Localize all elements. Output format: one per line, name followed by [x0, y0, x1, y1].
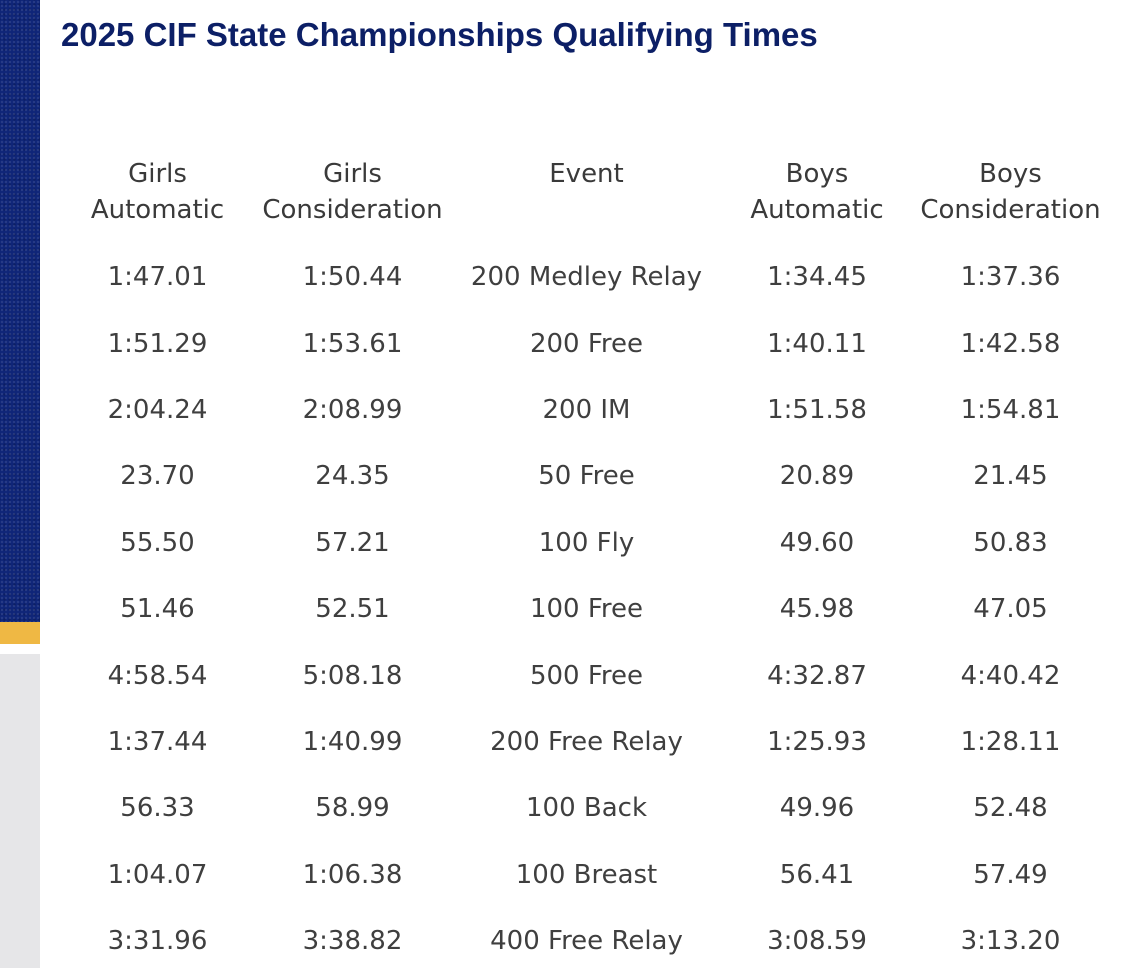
cell-girls-automatic: 3:31.96: [107, 926, 208, 957]
header-line: Automatic: [750, 195, 884, 225]
page-title: 2025 CIF State Championships Qualifying …: [61, 16, 818, 53]
table-row: 51.46 52.51 100 Free 45.98 47.05: [60, 576, 1110, 642]
table-row: 1:37.44 1:40.99 200 Free Relay 1:25.93 1…: [60, 709, 1110, 775]
cell-girls-consideration: 58.99: [315, 793, 390, 824]
cell-boys-automatic: 3:08.59: [767, 926, 867, 957]
header-line: Girls: [323, 159, 382, 189]
cell-boys-consideration: 50.83: [973, 527, 1048, 558]
cell-girls-automatic: 55.50: [120, 527, 195, 558]
cell-girls-consideration: 1:53.61: [302, 328, 403, 359]
band-gold-stripe: [0, 622, 40, 644]
cell-boys-consideration: 57.49: [973, 859, 1048, 890]
cell-event: 500 Free: [529, 660, 644, 691]
cell-girls-automatic: 2:04.24: [107, 394, 208, 425]
cell-event: 200 Free Relay: [490, 726, 683, 757]
header-line: Girls: [128, 159, 187, 189]
table-row: 2:04.24 2:08.99 200 IM 1:51.58 1:54.81: [60, 377, 1110, 443]
header-line: Consideration: [920, 195, 1101, 225]
cell-girls-automatic: 1:04.07: [107, 859, 208, 890]
cell-girls-consideration: 24.35: [315, 461, 390, 492]
table-row: 56.33 58.99 100 Back 49.96 52.48: [60, 775, 1110, 841]
cell-girls-consideration: 2:08.99: [302, 394, 403, 425]
cell-girls-automatic: 23.70: [120, 461, 195, 492]
table-row: 1:04.07 1:06.38 100 Breast 56.41 57.49: [60, 842, 1110, 908]
cell-boys-automatic: 20.89: [779, 461, 855, 492]
table-row: 1:47.01 1:50.44 200 Medley Relay 1:34.45…: [60, 244, 1110, 310]
header-row: Girls Automatic Girls Consideration Even…: [60, 152, 1110, 244]
cell-boys-consideration: 1:42.58: [960, 328, 1061, 359]
cell-boys-automatic: 49.96: [779, 793, 855, 824]
cell-girls-automatic: 1:51.29: [107, 328, 208, 359]
table-row: 3:31.96 3:38.82 400 Free Relay 3:08.59 3…: [60, 908, 1110, 974]
cell-girls-consideration: 3:38.82: [302, 926, 403, 957]
cell-boys-consideration: 3:13.20: [960, 926, 1061, 957]
header-girls-automatic: Girls Automatic: [60, 152, 255, 244]
cell-girls-consideration: 57.21: [315, 527, 390, 558]
cell-boys-consideration: 21.45: [973, 461, 1048, 492]
cell-boys-automatic: 45.98: [779, 594, 855, 625]
table-row: 4:58.54 5:08.18 500 Free 4:32.87 4:40.42: [60, 642, 1110, 708]
cell-boys-automatic: 49.60: [779, 527, 855, 558]
header-line: Boys: [979, 159, 1042, 189]
header-line: Event: [549, 159, 624, 189]
cell-boys-consideration: 1:54.81: [960, 394, 1061, 425]
cell-girls-consideration: 5:08.18: [302, 660, 403, 691]
cell-event: 200 Medley Relay: [470, 262, 703, 293]
cell-boys-consideration: 52.48: [973, 793, 1048, 824]
cell-boys-automatic: 1:40.11: [767, 328, 867, 359]
cell-boys-automatic: 56.41: [779, 859, 855, 890]
cell-event: 50 Free: [538, 461, 635, 492]
qualifying-times-table: Girls Automatic Girls Consideration Even…: [60, 152, 1110, 974]
cell-boys-consideration: 4:40.42: [960, 660, 1061, 691]
cell-event: 100 Fly: [538, 527, 635, 558]
cell-event: 400 Free Relay: [490, 926, 683, 957]
header-girls-consideration: Girls Consideration: [255, 152, 450, 244]
cell-boys-consideration: 1:28.11: [960, 726, 1061, 757]
table-header: Girls Automatic Girls Consideration Even…: [60, 152, 1110, 244]
cell-boys-automatic: 1:51.58: [767, 394, 867, 425]
cell-event: 100 Breast: [515, 859, 658, 890]
cell-girls-automatic: 56.33: [120, 793, 195, 824]
cell-event: 100 Free: [529, 594, 644, 625]
cell-event: 100 Back: [525, 793, 647, 824]
header-line: Boys: [785, 159, 849, 189]
header-boys-consideration: Boys Consideration: [911, 152, 1110, 244]
cell-girls-consideration: 1:40.99: [302, 726, 403, 757]
header-line: Consideration: [262, 195, 443, 225]
cell-event: 200 Free: [529, 328, 644, 359]
band-navy-texture: [0, 0, 40, 622]
cell-boys-consideration: 1:37.36: [960, 262, 1061, 293]
cell-girls-automatic: 1:47.01: [107, 262, 208, 293]
header-boys-automatic: Boys Automatic: [723, 152, 911, 244]
cell-boys-consideration: 47.05: [973, 594, 1048, 625]
cell-girls-consideration: 1:50.44: [302, 262, 403, 293]
header-event: Event: [450, 152, 723, 244]
table-row: 23.70 24.35 50 Free 20.89 21.45: [60, 443, 1110, 509]
band-white-gap: [0, 644, 40, 654]
cell-girls-consideration: 52.51: [315, 594, 390, 625]
band-gray-section: [0, 654, 40, 968]
cell-girls-consideration: 1:06.38: [302, 859, 403, 890]
table-body: 1:47.01 1:50.44 200 Medley Relay 1:34.45…: [60, 244, 1110, 974]
cell-girls-automatic: 1:37.44: [107, 726, 208, 757]
cell-boys-automatic: 1:25.93: [767, 726, 867, 757]
cell-event: 200 IM: [542, 394, 631, 425]
cell-boys-automatic: 4:32.87: [767, 660, 867, 691]
table-row: 1:51.29 1:53.61 200 Free 1:40.11 1:42.58: [60, 310, 1110, 376]
table-row: 55.50 57.21 100 Fly 49.60 50.83: [60, 510, 1110, 576]
header-line: Automatic: [90, 195, 225, 225]
left-decorative-band: [0, 0, 40, 968]
cell-boys-automatic: 1:34.45: [767, 262, 867, 293]
cell-girls-automatic: 51.46: [120, 594, 195, 625]
cell-girls-automatic: 4:58.54: [107, 660, 208, 691]
